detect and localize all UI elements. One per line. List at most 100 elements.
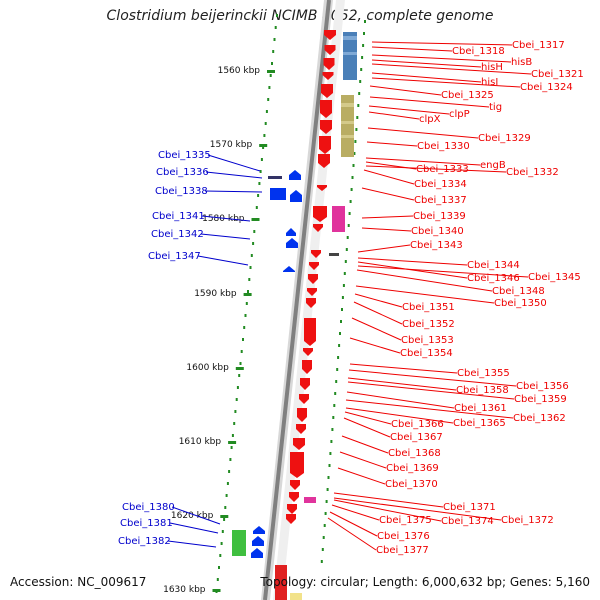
scale-dot: [231, 434, 234, 437]
reverse-gene-label: Cbei_1375: [379, 515, 432, 526]
cog-box: [275, 565, 287, 600]
reverse-gene-arrow: [296, 424, 306, 434]
label-leader-line: [369, 85, 442, 96]
scale-dot: [229, 458, 232, 461]
scale-dot: [352, 164, 355, 167]
scale-dot: [276, 14, 278, 17]
reverse-gene-arrow: [307, 288, 317, 296]
forward-gene-arrow: [253, 526, 265, 534]
reverse-gene-label: Cbei_1358: [456, 385, 509, 396]
map-title: Clostridium beijerinckii NCIMB 8052, com…: [106, 8, 494, 24]
reverse-gene-label: Cbei_1340: [411, 226, 464, 237]
reverse-gene-label: Cbei_1370: [385, 479, 438, 490]
reverse-gene-arrow: [302, 360, 312, 374]
label-leader-line: [343, 417, 391, 438]
scale-dot: [223, 518, 226, 521]
scale-dot: [344, 260, 347, 263]
scale-dot: [263, 134, 266, 137]
label-leader-line: [367, 127, 479, 139]
scale-dot: [244, 314, 247, 317]
label-leader-line: [361, 227, 412, 232]
forward-gene-label: Cbei_1336: [156, 167, 209, 178]
reverse-gene-label: engB: [480, 160, 506, 171]
label-leader-line: [371, 54, 512, 63]
label-leader-line: [205, 171, 263, 179]
forward-gene-arrow: [251, 548, 263, 558]
scale-dot: [324, 512, 327, 515]
reverse-gene-label: Cbei_1329: [478, 133, 531, 144]
scale-dot: [239, 362, 242, 365]
label-leader-line: [167, 540, 217, 548]
label-leader-line: [357, 265, 529, 278]
scale-dot: [362, 44, 365, 47]
scale-dot: [331, 428, 334, 431]
scale-dot: [249, 266, 252, 269]
scale-dot: [273, 38, 276, 41]
label-leader-line: [207, 154, 261, 172]
scale-tick-mark: [228, 441, 237, 444]
reverse-gene-arrow: [304, 318, 316, 346]
scale-dot: [248, 278, 251, 281]
label-leader-line: [361, 215, 414, 219]
label-leader-line: [371, 72, 482, 83]
reverse-gene-label: Cbei_1377: [376, 545, 429, 556]
scale-dot: [330, 440, 333, 443]
reverse-gene-arrow: [318, 154, 330, 168]
scale-dot: [323, 524, 326, 527]
scale-dot: [327, 476, 330, 479]
scale-dot: [242, 338, 244, 341]
label-leader-line: [169, 522, 219, 534]
reverse-strand-genes: [286, 30, 339, 524]
reverse-gene-label: Cbei_1330: [417, 141, 470, 152]
reverse-gene-label: Cbei_1372: [501, 515, 554, 526]
reverse-gene-arrow: [300, 378, 310, 390]
forward-gene-arrow: [290, 190, 302, 202]
scale-dot: [243, 326, 246, 329]
scale-dot: [252, 242, 255, 245]
scale-tick-label: 1620 kbp: [171, 511, 214, 521]
reverse-gene-arrow: [287, 504, 297, 514]
reverse-gene-label: Cbei_1369: [386, 463, 439, 474]
label-leader-line: [368, 105, 450, 115]
label-leader-line: [365, 157, 481, 166]
label-leader-line: [333, 492, 444, 508]
reverse-gene-arrow: [290, 452, 304, 478]
scale-dot: [221, 530, 224, 533]
scale-dot: [253, 230, 256, 233]
accession-text: Accession: NC_009617: [10, 575, 147, 589]
scale-dot: [341, 308, 343, 311]
reverse-gene-label: Cbei_1324: [520, 82, 573, 93]
reverse-gene-label: Cbei_1350: [494, 298, 547, 309]
scale-tick-mark: [251, 218, 260, 221]
scale-dot: [264, 122, 267, 125]
scale-tick-label: 1570 kbp: [210, 140, 253, 150]
reverse-gene-label: Cbei_1325: [441, 90, 494, 101]
cog-box: [341, 95, 354, 157]
scale-dot: [343, 272, 346, 275]
scale-dot: [218, 566, 220, 569]
cog-box: [343, 32, 357, 80]
scale-dot: [234, 410, 237, 413]
label-leader-line: [357, 244, 411, 253]
label-leader-line: [333, 497, 502, 521]
reverse-gene-labels: Cbei_1317 Cbei_1318 hisB hisH Cbei_1321 hisI C…: [327, 40, 584, 556]
scale-dot: [359, 80, 362, 83]
scale-dot: [360, 68, 363, 71]
scale-dot: [333, 404, 336, 407]
label-leader-line: [171, 506, 221, 525]
reverse-gene-arrow: [322, 72, 334, 80]
label-leader-line: [341, 435, 389, 454]
scale-dot: [258, 182, 261, 185]
scale-dot: [238, 374, 241, 377]
scale-dot: [321, 548, 324, 551]
scale-dot: [345, 248, 348, 251]
scale-dot: [335, 380, 338, 383]
forward-gene-label: Cbei_1341: [152, 211, 205, 222]
forward-gene-arrow: [286, 228, 296, 236]
reverse-gene-label: Cbei_1362: [513, 413, 566, 424]
scale-dot: [260, 158, 263, 161]
reverse-gene-arrow: [299, 394, 309, 404]
label-leader-line: [371, 46, 453, 52]
scale-dot: [361, 56, 364, 59]
scale-dot: [364, 20, 366, 23]
